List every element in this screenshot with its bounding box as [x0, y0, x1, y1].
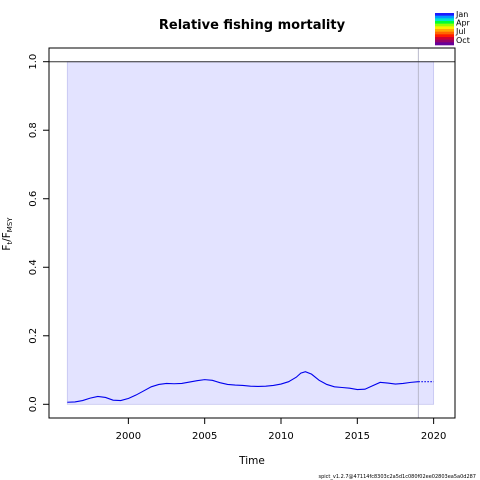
legend-color-swatch [435, 26, 454, 30]
x-tick-label: 2015 [345, 431, 370, 442]
legend-color-swatch [435, 37, 454, 40]
legend-color-swatch [435, 34, 454, 38]
confidence-band [66, 61, 435, 405]
y-axis-label-slash: /F [1, 232, 13, 242]
y-tick-label: 0.6 [28, 191, 39, 207]
legend-color-swatch [435, 15, 454, 19]
legend-entry-label: Oct [456, 36, 470, 45]
y-axis-label-sub2: MSY [6, 217, 14, 232]
x-tick-label: 2020 [421, 431, 446, 442]
y-axis-label-sub1: t [6, 242, 14, 245]
legend-color-swatch [435, 18, 454, 22]
series-group [67, 371, 434, 403]
legend-color-swatch [435, 29, 454, 32]
legend-color-swatch [435, 42, 454, 46]
x-axis-label: Time [238, 455, 265, 467]
x-tick-label: 2010 [268, 431, 293, 442]
legend-color-swatch [435, 31, 454, 35]
x-axis: 2000 2005 2010 2015 2020 [116, 418, 446, 442]
plot-area [48, 47, 456, 419]
legend-color-swatch [435, 21, 454, 24]
version-footnote: spict_v1.2.7@47114fc8303c2a5d1c080f02ee0… [319, 474, 477, 480]
y-axis-label-base: F [1, 245, 13, 251]
y-tick-label: 1.0 [28, 54, 39, 70]
legend-entry-label: Jul [455, 27, 466, 36]
legend-entry-label: Apr [456, 19, 471, 28]
y-axis: 0.0 0.2 0.4 0.6 0.8 1.0 [28, 54, 49, 412]
legend-color-swatch [435, 23, 454, 27]
series-line-0 [67, 371, 419, 403]
plot-frame [48, 47, 456, 419]
x-tick-label: 2005 [192, 431, 217, 442]
x-tick-label: 2000 [116, 431, 141, 442]
y-tick-label: 0.4 [28, 259, 39, 275]
y-axis-label: Ft/FMSY [1, 217, 14, 251]
y-tick-label: 0.8 [28, 122, 39, 138]
legend-color-swatch [435, 13, 454, 16]
y-tick-label: 0.2 [28, 328, 39, 344]
chart-title: Relative fishing mortality [159, 18, 346, 33]
legend-color-swatch [435, 39, 454, 43]
legend-entry-label: Jan [455, 10, 468, 19]
y-tick-label: 0.0 [28, 396, 39, 412]
